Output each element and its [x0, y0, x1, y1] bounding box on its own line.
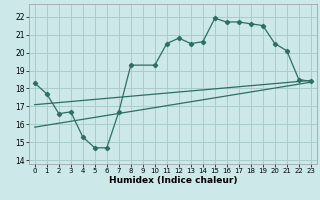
- X-axis label: Humidex (Indice chaleur): Humidex (Indice chaleur): [108, 176, 237, 185]
